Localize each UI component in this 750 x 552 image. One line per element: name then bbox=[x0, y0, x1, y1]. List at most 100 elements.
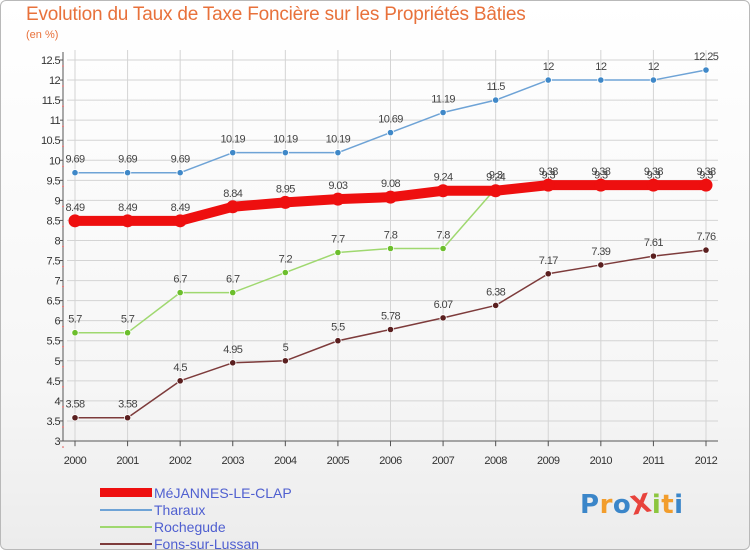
legend: MéJANNES-LE-CLAP Tharaux Rochegude Fons-… bbox=[100, 484, 292, 552]
y-tick-label: 10 bbox=[49, 155, 61, 167]
data-label-3: 8.49 bbox=[65, 202, 84, 214]
data-point-0 bbox=[649, 76, 658, 84]
data-point-0 bbox=[123, 169, 132, 177]
data-point-2 bbox=[492, 301, 500, 310]
x-tick-label: 2011 bbox=[643, 455, 665, 467]
y-minor-tick bbox=[62, 305, 64, 308]
logo-letter: t bbox=[661, 490, 675, 520]
legend-swatch-fons bbox=[100, 542, 152, 545]
y-tick-label: 9 bbox=[54, 195, 60, 207]
data-label-3: 9.24 bbox=[434, 172, 453, 184]
y-minor-tick bbox=[62, 245, 64, 248]
data-point-1 bbox=[176, 289, 184, 297]
data-point-3 bbox=[489, 184, 503, 198]
x-tick-label: 2012 bbox=[695, 455, 718, 467]
legend-swatch-mejannes bbox=[100, 488, 152, 497]
data-label-1: 5.7 bbox=[121, 314, 135, 326]
data-label-1: 7.8 bbox=[384, 229, 398, 241]
y-minor-tick bbox=[62, 85, 64, 87]
data-point-0 bbox=[71, 169, 79, 177]
legend-swatch-tharaux bbox=[100, 508, 152, 511]
logo-letter: P bbox=[580, 490, 600, 520]
data-label-3: 9.38 bbox=[696, 166, 715, 178]
data-point-3 bbox=[384, 190, 397, 204]
data-point-3 bbox=[278, 195, 292, 209]
x-tick-label: 2005 bbox=[327, 455, 350, 467]
data-point-3 bbox=[646, 178, 660, 192]
data-label-2: 7.61 bbox=[644, 237, 663, 249]
data-point-1 bbox=[439, 244, 447, 253]
data-label-3: 9.38 bbox=[591, 166, 610, 178]
legend-item-tharaux: Tharaux bbox=[100, 501, 292, 518]
logo-letter: r bbox=[599, 490, 613, 520]
y-minor-tick bbox=[62, 265, 64, 268]
data-point-3 bbox=[699, 178, 713, 192]
y-minor-tick bbox=[62, 145, 64, 148]
logo-letter: i bbox=[674, 490, 684, 520]
data-label-0: 10.69 bbox=[378, 114, 403, 126]
y-minor-tick bbox=[62, 185, 64, 188]
y-tick-label: 5 bbox=[54, 356, 60, 368]
data-label-3: 9.38 bbox=[539, 166, 558, 178]
y-minor-tick bbox=[62, 105, 64, 107]
data-label-2: 5.5 bbox=[331, 322, 345, 334]
data-label-1: 6.7 bbox=[226, 274, 240, 286]
x-tick-label: 2010 bbox=[590, 455, 613, 467]
data-point-1 bbox=[281, 268, 289, 277]
unit-label: (en %) bbox=[26, 29, 59, 41]
data-point-3 bbox=[331, 192, 345, 206]
data-point-0 bbox=[386, 128, 395, 137]
data-point-2 bbox=[649, 252, 658, 260]
data-point-0 bbox=[176, 169, 184, 177]
data-point-2 bbox=[71, 414, 79, 422]
x-tick-label: 2004 bbox=[274, 455, 297, 467]
y-minor-tick bbox=[62, 285, 64, 288]
data-point-3 bbox=[68, 214, 82, 228]
legend-item-fons: Fons-sur-Lussan bbox=[100, 535, 292, 552]
data-point-3 bbox=[541, 178, 555, 192]
data-label-2: 5 bbox=[283, 342, 289, 354]
data-label-3: 9.24 bbox=[486, 172, 505, 184]
data-label-3: 8.49 bbox=[118, 202, 137, 214]
data-label-0: 9.69 bbox=[65, 154, 84, 166]
x-tick-label: 2007 bbox=[432, 455, 455, 467]
legend-swatch-rochegude bbox=[100, 525, 152, 528]
y-tick-label: 11 bbox=[50, 115, 61, 127]
data-point-0 bbox=[702, 66, 710, 74]
data-point-0 bbox=[229, 149, 237, 157]
legend-item-rochegude: Rochegude bbox=[100, 518, 292, 535]
data-point-3 bbox=[226, 200, 240, 214]
logo-letter: X bbox=[628, 488, 655, 522]
data-point-3 bbox=[173, 214, 187, 228]
data-label-1: 9.3 bbox=[489, 169, 503, 181]
y-tick-label: 4 bbox=[54, 396, 60, 408]
legend-label-tharaux: Tharaux bbox=[154, 501, 206, 518]
logo-letter: i bbox=[651, 490, 662, 520]
data-label-2: 7.17 bbox=[539, 255, 558, 267]
proxiti-logo: ProXiti bbox=[580, 488, 684, 522]
y-minor-tick bbox=[62, 446, 64, 448]
data-label-1: 6.7 bbox=[173, 274, 187, 286]
y-minor-tick bbox=[62, 165, 64, 168]
y-tick-label: 10.5 bbox=[41, 135, 60, 147]
data-point-0 bbox=[492, 96, 500, 104]
data-point-0 bbox=[439, 108, 447, 117]
data-label-1: 9.3 bbox=[647, 169, 661, 181]
y-tick-label: 3 bbox=[54, 436, 60, 448]
data-point-1 bbox=[229, 289, 237, 297]
data-label-1: 9.3 bbox=[542, 169, 556, 181]
legend-label-rochegude: Rochegude bbox=[154, 518, 226, 535]
y-minor-tick bbox=[62, 65, 64, 67]
data-point-2 bbox=[439, 314, 447, 322]
data-label-3: 9.38 bbox=[644, 166, 663, 178]
data-label-1: 9.3 bbox=[699, 169, 713, 181]
y-tick-label: 8 bbox=[54, 235, 60, 247]
data-label-2: 7.39 bbox=[591, 246, 610, 258]
data-label-2: 4.5 bbox=[173, 362, 187, 374]
y-tick-label: 12 bbox=[49, 75, 61, 87]
y-tick-label: 4.5 bbox=[47, 376, 61, 388]
data-label-0: 9.69 bbox=[171, 154, 190, 166]
y-minor-tick bbox=[62, 205, 64, 208]
data-label-0: 9.69 bbox=[118, 154, 137, 166]
data-label-2: 3.58 bbox=[118, 399, 137, 411]
